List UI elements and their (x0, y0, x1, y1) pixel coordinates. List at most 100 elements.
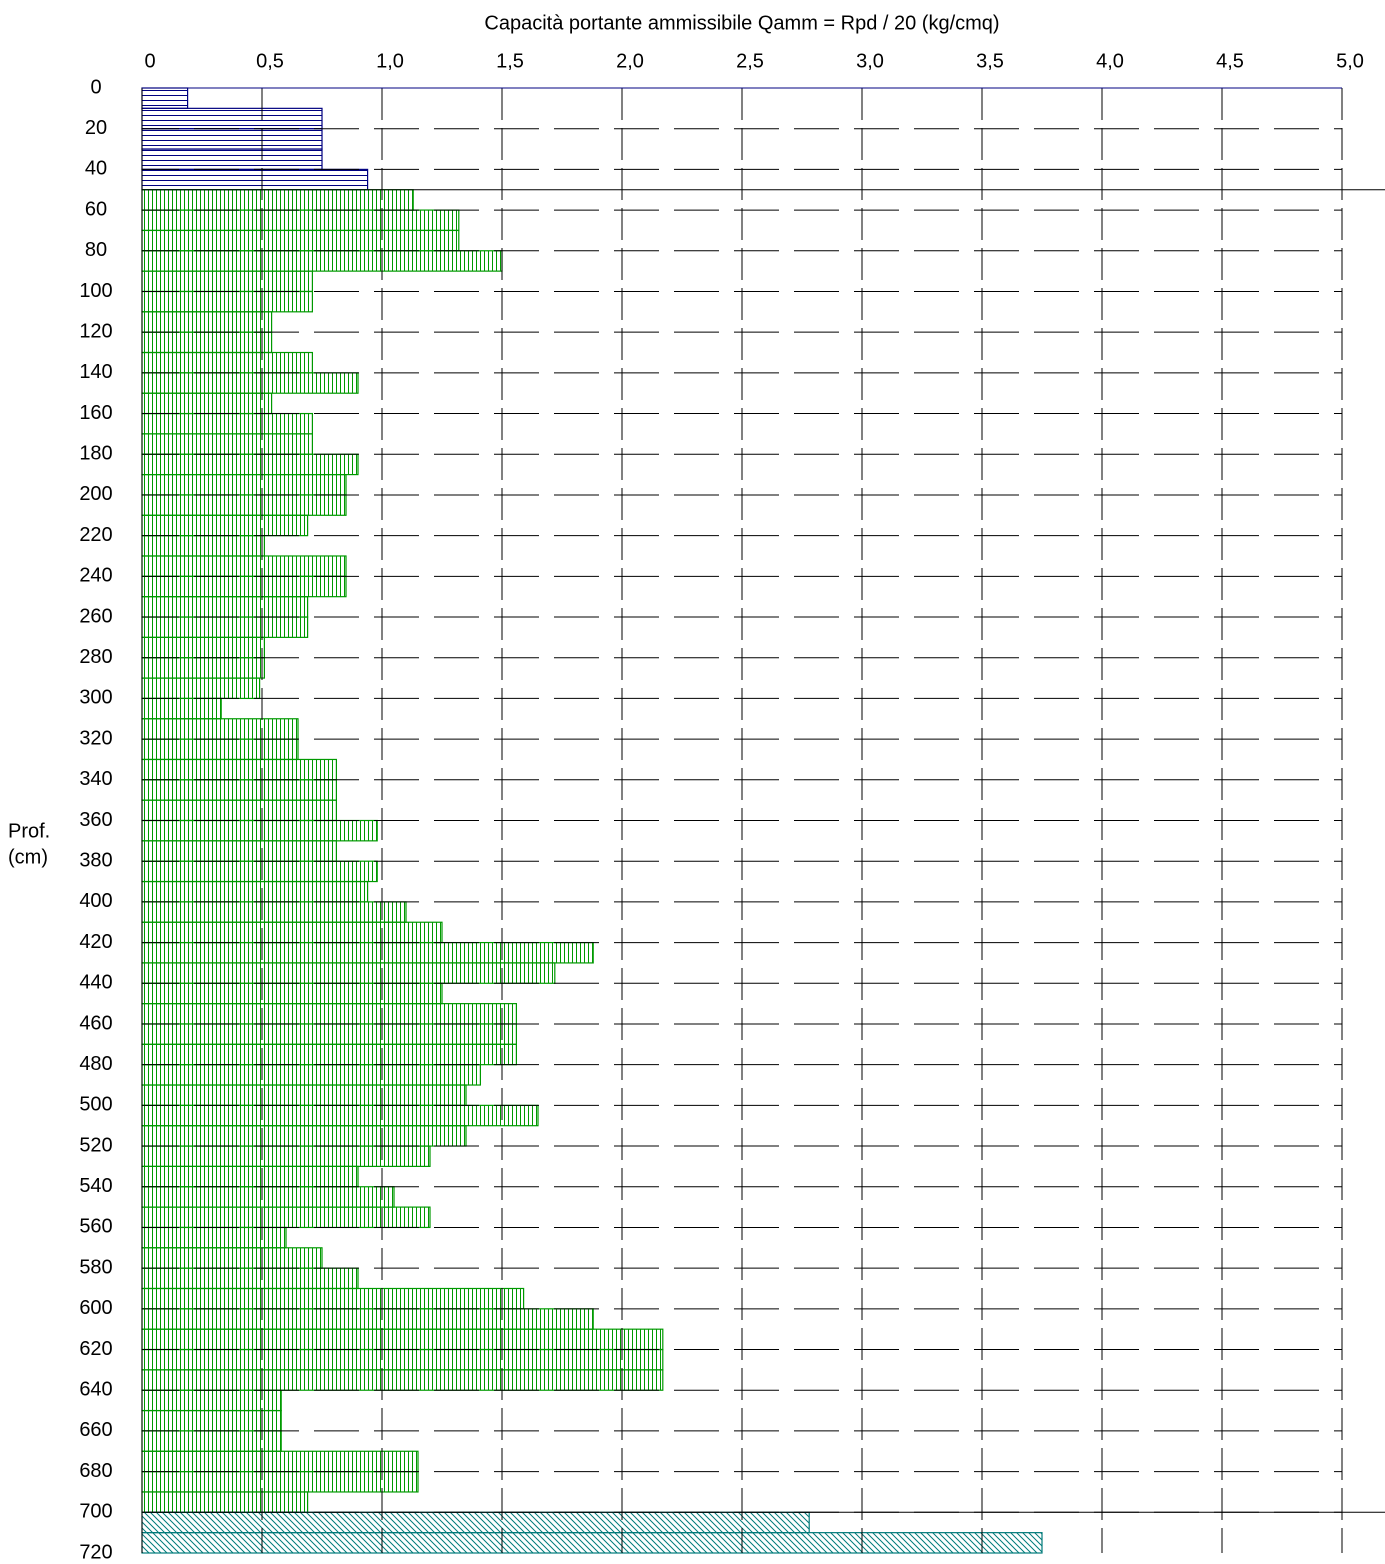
bar (141, 1064, 481, 1086)
bar (141, 473, 347, 496)
x-tick-label: 1,5 (496, 50, 524, 72)
bar (141, 1003, 517, 1025)
bar (141, 453, 359, 476)
y-tick-label: 660 (79, 1419, 112, 1441)
bar (141, 1023, 517, 1045)
bar (141, 657, 266, 679)
bar (141, 1165, 359, 1188)
y-tick-label: 280 (79, 646, 112, 668)
x-tick-label: 3,5 (976, 50, 1004, 72)
y-tick-label: 40 (85, 158, 107, 180)
bar (141, 1389, 282, 1412)
y-axis-label: Prof. (8, 820, 50, 842)
y-tick-label: 500 (79, 1094, 112, 1116)
bar (141, 1532, 1043, 1554)
bar (141, 1491, 309, 1513)
y-tick-label: 140 (79, 361, 112, 383)
bar (141, 555, 347, 577)
bar (141, 819, 378, 842)
bar (141, 535, 266, 557)
bar (141, 901, 407, 923)
bar (141, 290, 313, 313)
y-tick-label: 100 (79, 280, 112, 302)
y-tick-label: 480 (79, 1053, 112, 1075)
bar (141, 209, 460, 232)
y-tick-label: 680 (79, 1460, 112, 1482)
y-tick-label: 380 (79, 849, 112, 871)
bar (141, 494, 347, 516)
y-tick-label: 20 (85, 117, 107, 139)
bar (141, 1348, 664, 1371)
y-tick-label: 300 (79, 687, 112, 709)
bar (141, 1186, 395, 1208)
y-tick-label: 560 (79, 1216, 112, 1238)
y-tick-label: 620 (79, 1338, 112, 1360)
bar (141, 1145, 431, 1168)
bar (141, 351, 313, 374)
x-tick-label: 1,0 (376, 50, 404, 72)
bar (141, 575, 347, 598)
bar (141, 1104, 539, 1127)
y-tick-label: 80 (85, 239, 107, 261)
bar (141, 1430, 282, 1452)
bar (141, 921, 443, 944)
x-tick-label: 3,0 (856, 50, 884, 72)
bar (141, 738, 299, 761)
bar (141, 1226, 287, 1249)
bar (141, 1369, 664, 1391)
y-tick-label: 360 (79, 809, 112, 831)
bar (141, 677, 261, 700)
bar (141, 1043, 517, 1066)
bar (141, 168, 369, 191)
bar (141, 433, 313, 455)
y-tick-label: 340 (79, 768, 112, 790)
bar (141, 1206, 431, 1229)
bar (141, 128, 323, 150)
bar (141, 1267, 359, 1290)
bar (141, 412, 313, 435)
bar (141, 107, 323, 130)
bar (141, 1328, 664, 1351)
bar (141, 1409, 282, 1432)
y-axis-label: (cm) (8, 846, 48, 868)
bar (141, 860, 378, 883)
bar (141, 596, 309, 618)
y-tick-label: 580 (79, 1256, 112, 1278)
y-tick-label: 200 (79, 483, 112, 505)
y-tick-label: 440 (79, 972, 112, 994)
y-tick-label: 160 (79, 402, 112, 424)
bar (141, 392, 273, 415)
bar (141, 1308, 594, 1330)
bar (141, 1471, 419, 1493)
x-tick-label: 2,0 (616, 50, 644, 72)
x-tick-label: 4,5 (1216, 50, 1244, 72)
y-tick-label: 180 (79, 443, 112, 465)
bar (141, 189, 414, 211)
y-tick-label: 60 (85, 198, 107, 220)
y-tick-label: 400 (79, 890, 112, 912)
y-tick-label: 260 (79, 605, 112, 627)
bar (141, 1084, 467, 1106)
y-tick-label: 600 (79, 1297, 112, 1319)
y-tick-label: 0 (90, 76, 101, 98)
bar (141, 880, 369, 903)
y-tick-label: 540 (79, 1175, 112, 1197)
y-tick-label: 240 (79, 565, 112, 587)
y-tick-label: 320 (79, 727, 112, 749)
x-tick-label: 4,0 (1096, 50, 1124, 72)
y-tick-label: 700 (79, 1501, 112, 1523)
bar (141, 1247, 323, 1269)
bar (141, 779, 337, 801)
bar (141, 372, 359, 394)
y-tick-label: 640 (79, 1379, 112, 1401)
bar (141, 229, 460, 252)
bar (141, 148, 323, 170)
bar (141, 758, 337, 781)
bar (141, 1287, 525, 1310)
bar (141, 636, 266, 659)
bar (141, 1125, 467, 1147)
y-tick-label: 720 (79, 1541, 112, 1563)
bar (141, 250, 503, 272)
y-tick-label: 460 (79, 1012, 112, 1034)
